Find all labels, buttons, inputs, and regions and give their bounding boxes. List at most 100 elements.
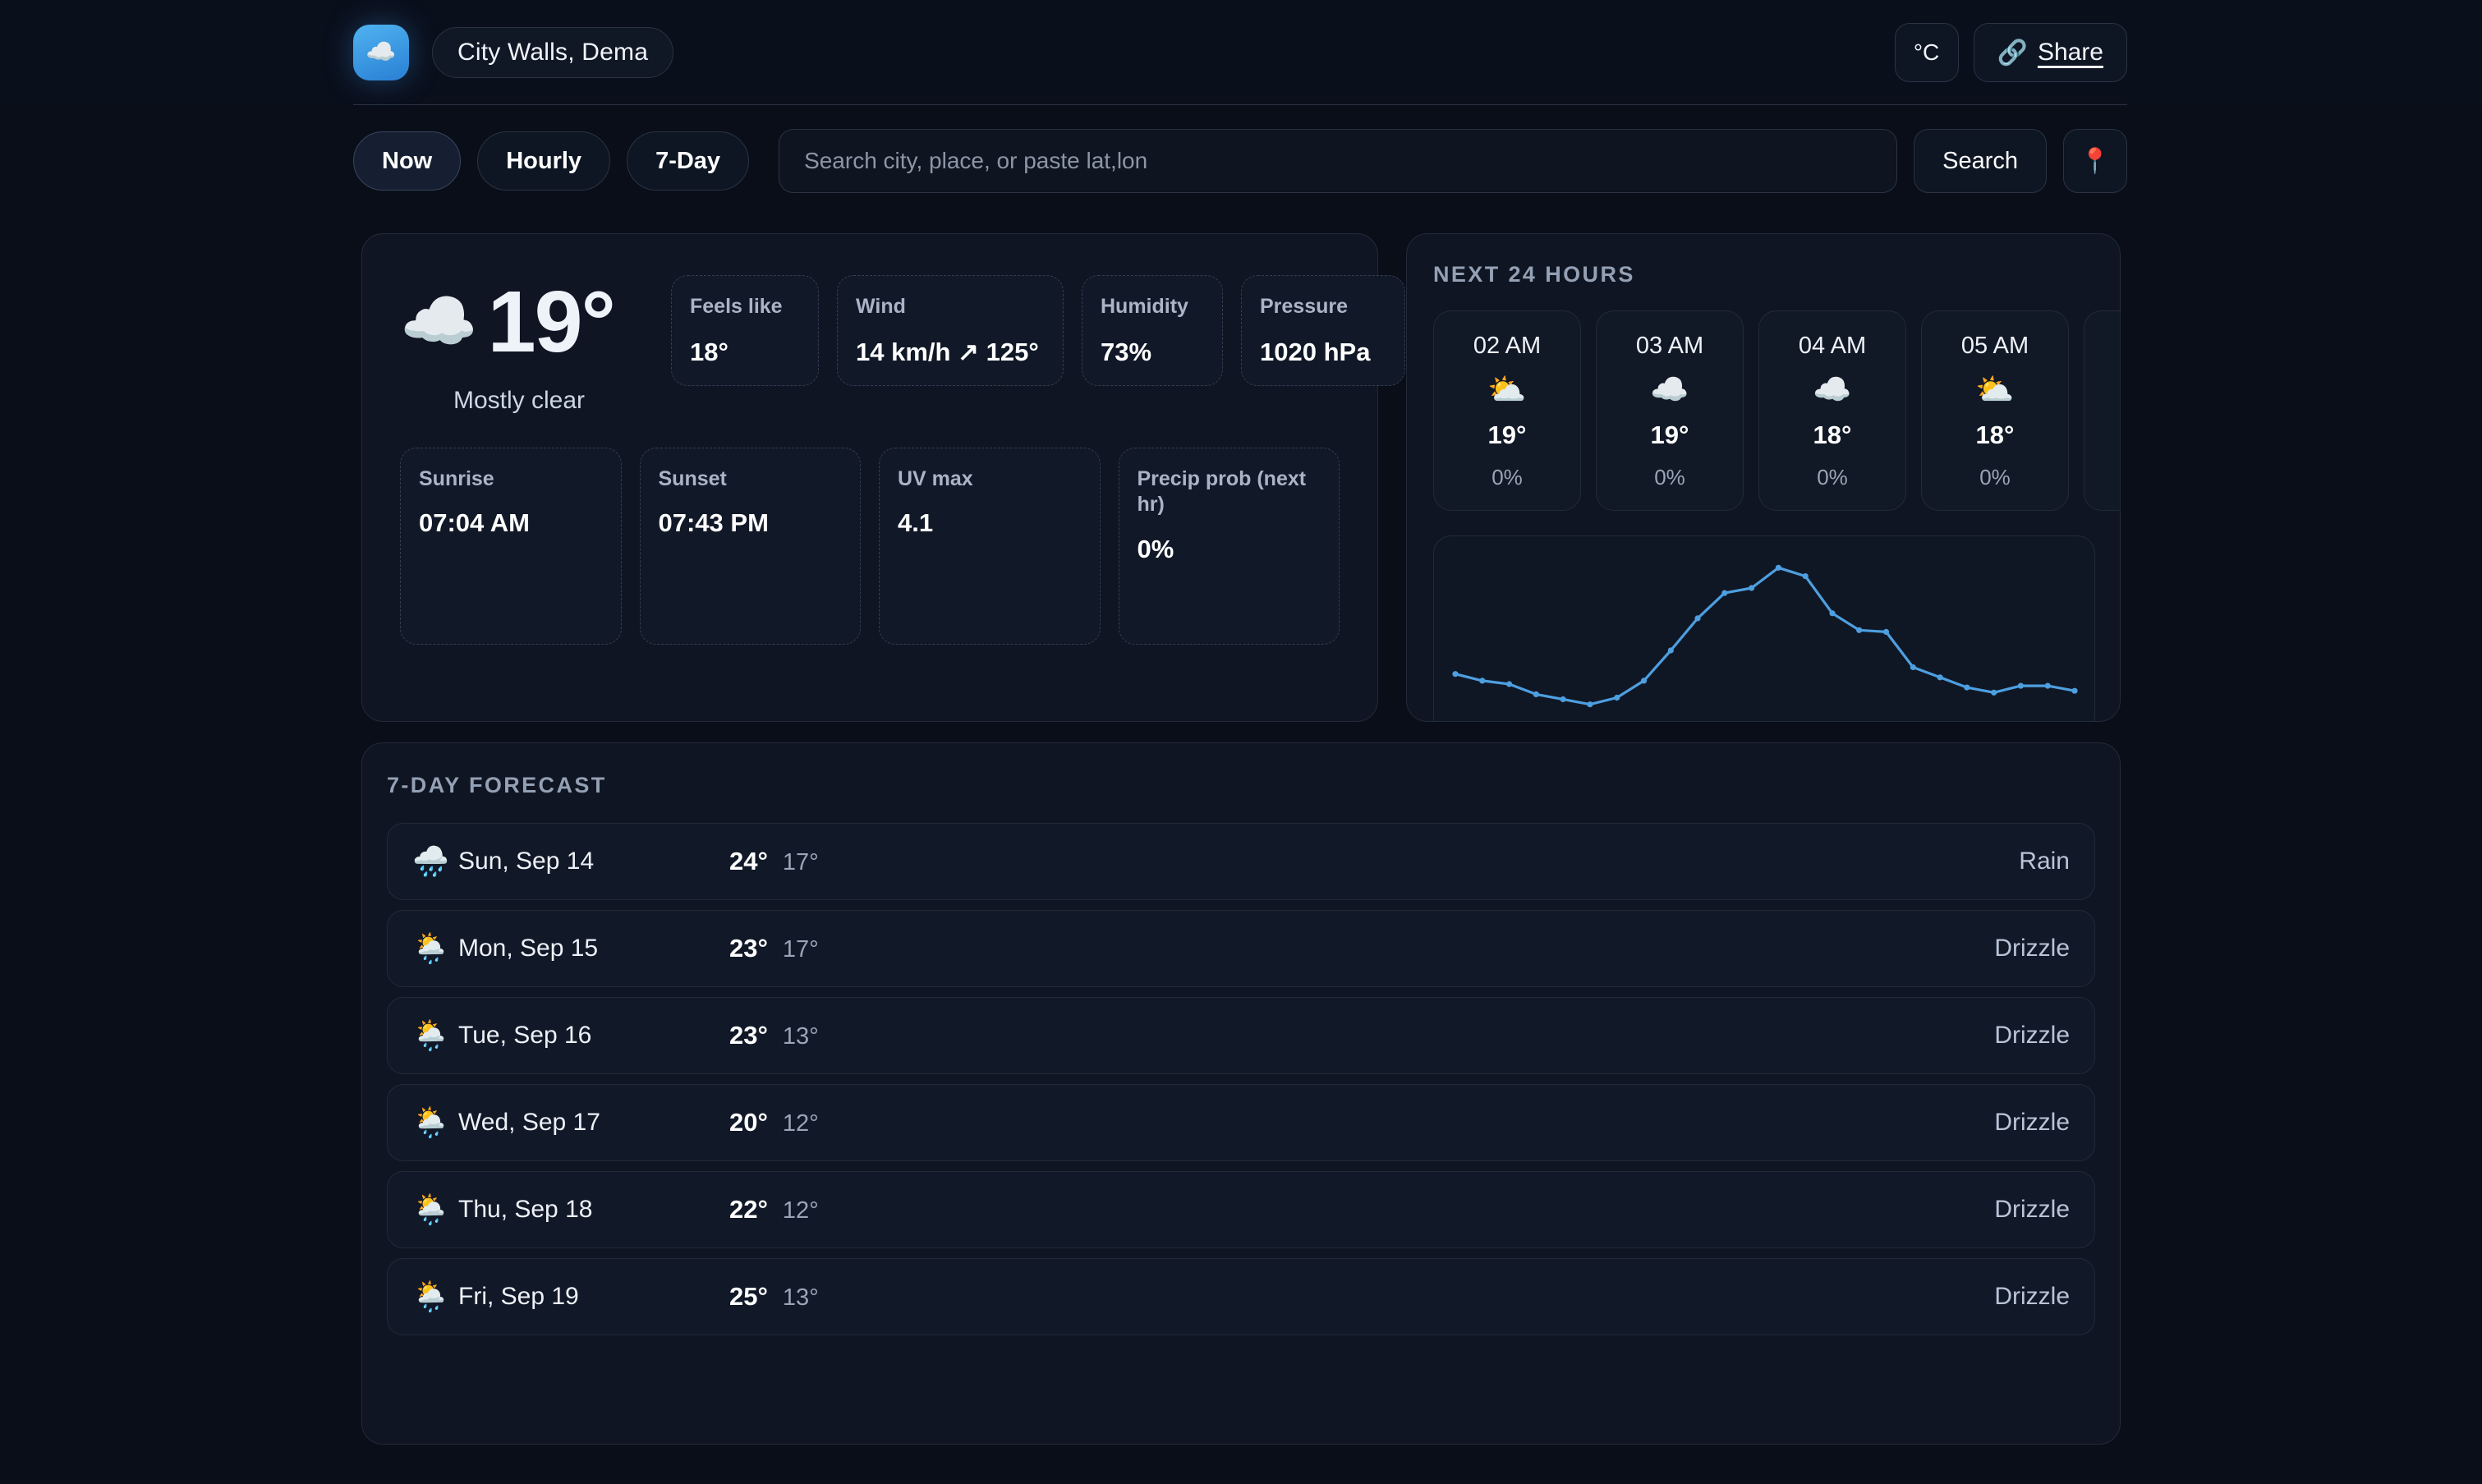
table-row[interactable]: 🌦️ Wed, Sep 17 20° 12° Drizzle xyxy=(387,1084,2095,1161)
hour-card[interactable]: 03 AM ☁️ 19° 0% xyxy=(1596,310,1744,511)
sparkline-svg xyxy=(1452,564,2078,708)
hour-temperature: 18° xyxy=(1975,420,2015,449)
hour-precip: 0% xyxy=(1979,465,2011,489)
table-row[interactable]: 🌧️ Sun, Sep 14 24° 17° Rain xyxy=(387,823,2095,900)
tab-hourly-label: Hourly xyxy=(506,147,582,174)
current-description: Mostly clear xyxy=(453,387,586,414)
stat-label: Wind xyxy=(856,295,906,318)
header-divider xyxy=(353,104,2127,105)
day-condition-icon: 🌦️ xyxy=(412,1105,449,1139)
stat-value: 4.1 xyxy=(898,508,934,538)
map-pin-icon: 📍 xyxy=(2080,147,2111,175)
day-low: 12° xyxy=(782,1197,819,1224)
day-high: 23° xyxy=(729,1021,768,1050)
week-forecast-card: 7-DAY FORECAST 🌧️ Sun, Sep 14 24° 17° Ra… xyxy=(361,742,2121,1445)
day-high: 23° xyxy=(729,934,768,963)
stat-wind: Wind 14 km/h ↗ 125° xyxy=(837,275,1064,387)
stat-label: Humidity xyxy=(1101,295,1188,318)
current-stats-row-secondary: Sunrise 07:04 AM Sunset 07:43 PM UV max … xyxy=(400,448,1340,645)
day-condition: Drizzle xyxy=(1994,1022,2070,1049)
tab-now[interactable]: Now xyxy=(353,131,462,191)
hourly-panel: NEXT 24 HOURS 02 AM ⛅ 19° 0% 03 AM ☁️ 19… xyxy=(1406,233,2121,722)
stat-sunrise: Sunrise 07:04 AM xyxy=(400,448,622,645)
day-name: Wed, Sep 17 xyxy=(458,1109,600,1136)
stat-label: Sunset xyxy=(658,467,727,490)
day-name: Tue, Sep 16 xyxy=(458,1022,592,1049)
stat-value: 73% xyxy=(1101,338,1152,367)
hour-card[interactable]: 05 AM ⛅ 18° 0% xyxy=(1921,310,2069,511)
day-condition: Drizzle xyxy=(1994,1109,2070,1136)
stat-label: Feels like xyxy=(690,295,783,318)
stat-value: 07:04 AM xyxy=(419,508,530,538)
day-condition: Drizzle xyxy=(1994,1196,2070,1223)
hour-time: 02 AM xyxy=(1473,333,1542,359)
hour-condition-icon: ☁️ xyxy=(1813,373,1852,407)
link-icon: 🔗 xyxy=(1997,39,2028,67)
hour-condition-icon: ⛅ xyxy=(1975,373,2015,407)
cloud-icon: ☁️ xyxy=(353,25,409,80)
day-condition: Drizzle xyxy=(1994,1283,2070,1310)
day-low: 17° xyxy=(782,849,819,875)
table-row[interactable]: 🌦️ Mon, Sep 15 23° 17° Drizzle xyxy=(387,910,2095,987)
search-button-label: Search xyxy=(1942,147,2018,174)
share-label: Share xyxy=(2037,39,2103,66)
week-panel-title: 7-DAY FORECAST xyxy=(387,773,607,797)
stat-label: UV max xyxy=(898,467,973,490)
stat-sunset: Sunset 07:43 PM xyxy=(639,448,861,645)
share-button[interactable]: 🔗 Share xyxy=(1973,23,2127,82)
tab-hourly[interactable]: Hourly xyxy=(477,131,611,191)
day-condition: Rain xyxy=(2019,848,2070,875)
use-my-location-button[interactable]: 📍 xyxy=(2063,129,2127,193)
table-row[interactable]: 🌦️ Fri, Sep 19 25° 13° Drizzle xyxy=(387,1258,2095,1335)
unit-toggle-button[interactable]: °C xyxy=(1894,23,1959,82)
hour-temperature: 18° xyxy=(1813,420,1852,449)
hourly-strip[interactable]: 02 AM ⛅ 19° 0% 03 AM ☁️ 19° 0% 04 AM ☁️ … xyxy=(1433,310,2120,511)
hour-precip: 0% xyxy=(1491,465,1523,489)
stat-label: Pressure xyxy=(1260,295,1349,318)
stat-humidity: Humidity 73% xyxy=(1082,275,1223,387)
day-low: 13° xyxy=(782,1023,819,1050)
day-condition-icon: 🌦️ xyxy=(412,1280,449,1313)
tab-7day-label: 7-Day xyxy=(655,147,721,174)
day-name: Mon, Sep 15 xyxy=(458,935,599,962)
day-high: 25° xyxy=(729,1282,768,1311)
stat-value: 1020 hPa xyxy=(1260,338,1371,367)
location-label: City Walls, Dema xyxy=(457,39,649,66)
hour-card[interactable]: 06 AM ☁️ 18° 0% xyxy=(2084,310,2120,511)
unit-label: °C xyxy=(1913,39,1940,65)
table-row[interactable]: 🌦️ Thu, Sep 18 22° 12° Drizzle xyxy=(387,1171,2095,1248)
search-button[interactable]: Search xyxy=(1914,129,2047,193)
temperature-sparkline xyxy=(1433,535,2095,721)
stat-label: Precip prob (next hr) xyxy=(1137,467,1307,517)
hour-time: 05 AM xyxy=(1960,333,2029,359)
day-name: Thu, Sep 18 xyxy=(458,1196,593,1223)
hour-time: 03 AM xyxy=(1635,333,1704,359)
hour-condition-icon: ⛅ xyxy=(1487,373,1527,407)
day-high: 24° xyxy=(729,847,768,875)
current-condition-icon: ☁️ xyxy=(400,287,478,356)
top-bar: ☁️ City Walls, Dema °C 🔗 Share xyxy=(0,0,2482,105)
hour-temperature: 19° xyxy=(1650,420,1689,449)
tab-7day[interactable]: 7-Day xyxy=(627,131,750,191)
current-weather-card: ☁️ 19° Mostly clear Feels like 18° Wind … xyxy=(361,233,1405,722)
search-input[interactable] xyxy=(779,129,1898,193)
day-condition-icon: 🌦️ xyxy=(412,1192,449,1226)
location-pill[interactable]: City Walls, Dema xyxy=(432,27,674,78)
hour-condition-icon: ☁️ xyxy=(1650,373,1689,407)
hour-card[interactable]: 04 AM ☁️ 18° 0% xyxy=(1758,310,1906,511)
week-list: 🌧️ Sun, Sep 14 24° 17° Rain 🌦️ Mon, Sep … xyxy=(387,823,2095,1335)
stat-value: 0% xyxy=(1137,534,1174,563)
day-low: 13° xyxy=(782,1284,819,1311)
hourly-panel-title: NEXT 24 HOURS xyxy=(1433,262,1635,287)
day-name: Sun, Sep 14 xyxy=(458,848,595,875)
stat-precip-prob: Precip prob (next hr) 0% xyxy=(1118,448,1340,645)
stat-value: 14 km/h ↗ 125° xyxy=(856,338,1039,367)
table-row[interactable]: 🌦️ Tue, Sep 16 23° 13° Drizzle xyxy=(387,997,2095,1074)
day-condition-icon: 🌦️ xyxy=(412,931,449,965)
hour-precip: 0% xyxy=(1654,465,1685,489)
stat-value: 18° xyxy=(690,338,729,367)
hour-card[interactable]: 02 AM ⛅ 19° 0% xyxy=(1433,310,1581,511)
stat-uv-max: UV max 4.1 xyxy=(879,448,1101,645)
day-high: 22° xyxy=(729,1195,768,1224)
